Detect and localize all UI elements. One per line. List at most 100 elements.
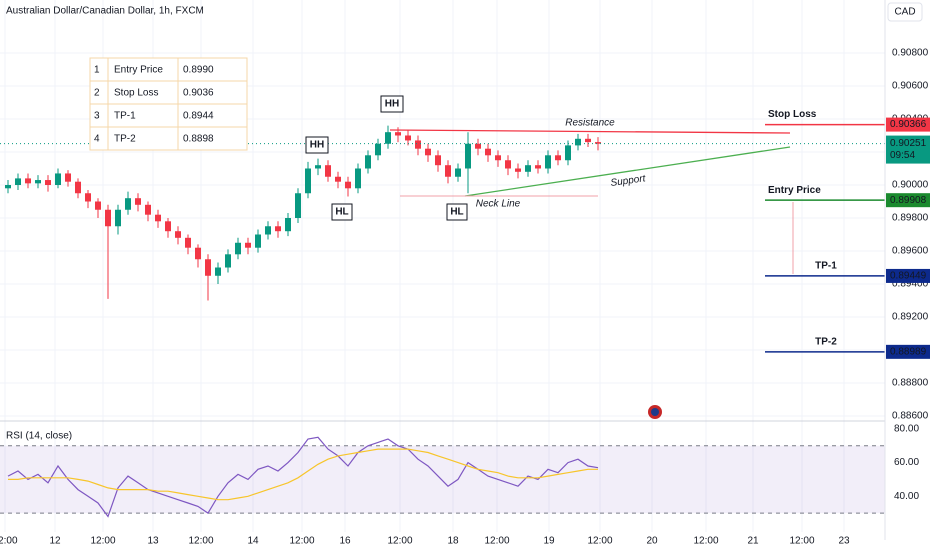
candle-body: [275, 226, 281, 232]
level-badge: [886, 193, 930, 208]
level-badge: [886, 268, 930, 283]
x-tick-label: 12: [49, 536, 61, 547]
level-name: Stop Loss: [768, 109, 817, 120]
table-cell: 0.8898: [183, 134, 214, 145]
candle-body: [85, 193, 91, 202]
x-tick-label: 16: [339, 536, 351, 547]
x-tick-label: 20: [646, 536, 658, 547]
candle-body: [45, 180, 51, 185]
level-name: TP-1: [815, 261, 837, 272]
table-cell: 2: [94, 88, 100, 99]
last-price-badge: [886, 135, 930, 164]
candle-body: [505, 160, 511, 169]
candle-body: [535, 165, 541, 169]
candle-body: [325, 165, 331, 177]
table-cell: 0.9036: [183, 88, 214, 99]
candle-body: [15, 178, 21, 185]
candle-body: [525, 165, 531, 172]
neck-line-text: Neck Line: [476, 199, 521, 210]
level-value: 0.88989: [890, 346, 927, 357]
y-tick-label: 0.89400: [892, 279, 929, 290]
x-tick-label: 18: [447, 536, 459, 547]
candle-body: [345, 181, 351, 189]
rsi-tick-label: 80.00: [894, 424, 919, 435]
hl-label: HL: [446, 203, 468, 221]
table-cell: 0.8944: [183, 111, 214, 122]
rsi-title: RSI (14, close): [6, 431, 72, 442]
support-line: [464, 146, 791, 197]
table-cell: Stop Loss: [114, 88, 158, 99]
candle-body: [595, 142, 601, 144]
x-tick-label: 12:00: [289, 536, 314, 547]
candle-body: [495, 155, 501, 161]
table-cell: 1: [94, 65, 100, 76]
x-tick-label: 12:00: [188, 536, 213, 547]
y-tick-label: 0.89600: [892, 246, 929, 257]
candle-body: [145, 204, 151, 215]
price-pane: [0, 123, 885, 518]
level-value: 0.89449: [890, 271, 927, 282]
candle-body: [385, 132, 391, 144]
candle-body: [565, 145, 571, 161]
candle-body: [265, 226, 271, 235]
rsi-line: [7, 436, 599, 518]
x-tick-label: 23: [838, 536, 850, 547]
x-tick-label: 12:00: [387, 536, 412, 547]
candle-body: [185, 237, 191, 248]
candle-body: [65, 173, 71, 182]
candle-body: [55, 173, 61, 185]
candle-body: [485, 148, 491, 156]
table-cell: TP-1: [114, 111, 136, 122]
x-tick-label: 13: [147, 536, 159, 547]
candle-body: [425, 148, 431, 156]
candle-body: [475, 143, 481, 149]
candle-body: [75, 181, 81, 194]
level-badge: [886, 344, 930, 359]
resistance-line: [389, 129, 791, 134]
hh-label: HH: [305, 136, 329, 154]
candle-body: [355, 168, 361, 189]
rsi-tick-label: 60.00: [894, 457, 919, 468]
candle-body: [25, 178, 31, 184]
table-cell: 3: [94, 111, 100, 122]
candle-body: [365, 155, 371, 169]
candle-body: [115, 209, 121, 227]
candle-body: [245, 242, 251, 248]
level-name: TP-2: [815, 336, 837, 347]
candle-body: [295, 193, 301, 219]
candle-body: [165, 221, 171, 232]
hl-text: HL: [335, 207, 348, 218]
support-text: Support: [610, 173, 647, 189]
candle-body: [215, 267, 221, 276]
resistance-text: Resistance: [565, 118, 615, 129]
y-tick-label: 0.89800: [892, 213, 929, 224]
candle-body: [205, 259, 211, 276]
hh-text: HH: [385, 99, 399, 110]
symbol-title: Australian Dollar/Canadian Dollar, 1h, F…: [6, 6, 204, 17]
candle-body: [395, 132, 401, 136]
currency-box[interactable]: [887, 2, 923, 22]
rsi-tick-label: 40.00: [894, 491, 919, 502]
x-tick-label: 12:00: [693, 536, 718, 547]
candle-body: [175, 231, 181, 238]
x-tick-label: 19: [543, 536, 555, 547]
level-name: Entry Price: [768, 185, 821, 196]
candle-body: [155, 214, 161, 222]
y-tick-label: 0.90600: [892, 81, 929, 92]
candle-body: [585, 138, 591, 143]
x-tick-label: 12:00: [0, 536, 18, 547]
candle-body: [305, 168, 311, 194]
x-tick-label: 12:00: [484, 536, 509, 547]
candle-body: [35, 180, 41, 184]
y-tick-label: 0.88800: [892, 378, 929, 389]
countdown: 09:54: [890, 150, 915, 161]
table-cell: 4: [94, 134, 100, 145]
y-tick-label: 0.88600: [892, 411, 929, 422]
candle-body: [285, 218, 291, 232]
hl-label: HL: [331, 203, 353, 221]
table-cell: Entry Price: [114, 65, 163, 76]
rsi-line: [8, 448, 598, 501]
table-cell: TP-2: [114, 134, 136, 145]
candle-body: [335, 176, 341, 182]
